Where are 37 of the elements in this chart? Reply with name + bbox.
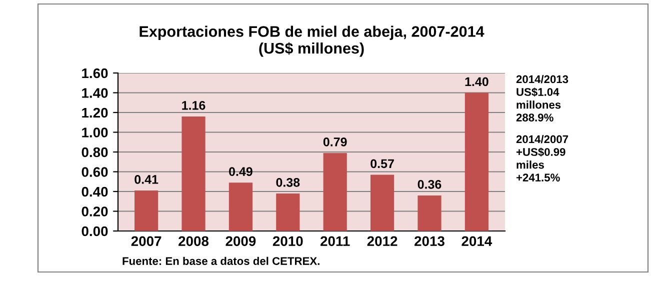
bar <box>370 174 394 231</box>
data-label: 0.41 <box>134 175 158 184</box>
y-tick-label: 0.60 <box>82 167 108 177</box>
text: 2014/2013 US$1.04 millones 288.9% <box>516 75 568 122</box>
x-tick-label: 2008 <box>178 236 209 246</box>
y-tick-label: 1.40 <box>82 88 108 98</box>
data-label: 0.36 <box>418 180 442 189</box>
data-label: 1.40 <box>465 77 488 86</box>
data-label: 0.79 <box>323 138 347 146</box>
x-tick-label: 2014 <box>462 236 492 246</box>
bar <box>418 195 442 231</box>
bar <box>276 193 300 231</box>
y-tick-label: 0.00 <box>82 226 108 236</box>
chart-title: Exportaciones FOB de miel de abeja, 2007-2014 (US$ millones) <box>140 26 484 57</box>
bar <box>228 182 253 231</box>
y-tick-label: 0.20 <box>82 206 108 216</box>
y-tick-label: 0.40 <box>82 186 108 197</box>
data-label: 0.49 <box>229 167 252 176</box>
x-tick-label: 2011 <box>320 236 350 246</box>
x-tick-label: 2013 <box>414 236 444 246</box>
bar <box>323 152 347 231</box>
x-tick-label: 2007 <box>131 236 162 246</box>
source-note: Fuente: En base a datos del CETREX. <box>122 256 320 265</box>
bar <box>182 116 206 231</box>
bar <box>464 92 488 231</box>
bar <box>134 190 158 231</box>
y-tick-label: 1.20 <box>82 108 108 118</box>
x-tick-label: 2012 <box>367 236 398 246</box>
x-tick-label: 2009 <box>226 236 256 246</box>
text: 2014/2007 +US$0.99 miles +241.5% <box>516 135 568 182</box>
data-label: 0.38 <box>276 178 300 187</box>
y-tick-label: 1.60 <box>82 68 108 78</box>
y-tick-label: 1.00 <box>82 128 108 138</box>
y-tick-label: 0.80 <box>82 147 108 158</box>
data-label: 0.57 <box>370 159 394 168</box>
data-label: 1.16 <box>182 100 206 110</box>
x-tick-label: 2010 <box>272 236 303 246</box>
